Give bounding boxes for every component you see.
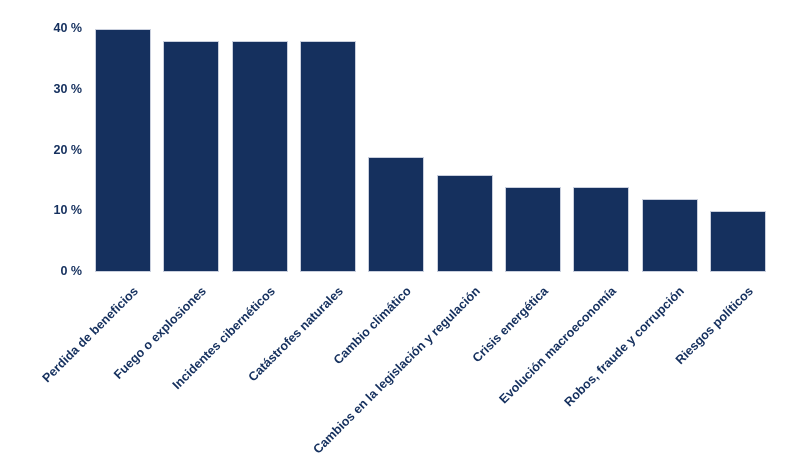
y-tick-label: 30 % [53,81,83,96]
bar-1 [163,41,220,272]
bar-2 [231,41,288,272]
bar-6 [504,187,561,272]
bar-9 [709,211,766,272]
bar-5 [436,174,493,272]
bar-0 [95,29,151,272]
bar-3 [299,41,356,272]
plot-area [95,29,766,272]
x-axis-label: Evolución macroeconomía [496,284,620,407]
x-axis-label: Catástrofes naturales [245,284,346,385]
y-tick-label: 10 % [53,203,83,218]
x-axis-label: Robos, fraude y corrupción [561,284,688,410]
y-tick-label: 20 % [53,142,83,157]
bar-7 [573,187,630,272]
x-axis-label: Riesgos políticos [672,284,756,368]
x-axis-label: Cambios en la legislación y regulación [309,284,483,457]
bar-4 [368,156,425,272]
bar-8 [641,199,698,272]
y-tick-label: 40 % [53,21,83,35]
y-tick-label: 0 % [60,264,82,278]
x-axis-label: Crisis energética [469,284,551,366]
x-axis-label: Incidentes cibernéticos [169,284,278,393]
x-axis-label: Cambio climático [331,284,415,368]
y-axis: 0 % 10 % 20 % 30 % 40 % [0,0,83,475]
